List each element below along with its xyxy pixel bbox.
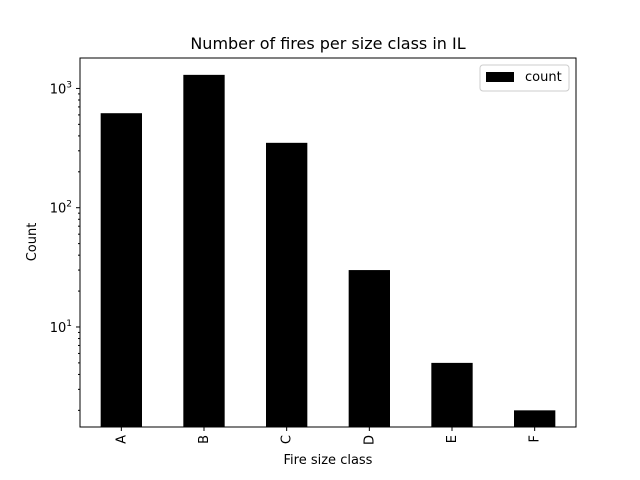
legend-label: count — [525, 70, 562, 85]
bar-B — [183, 74, 225, 428]
bar-D — [348, 270, 390, 427]
x-tick-label-C: C — [280, 435, 295, 444]
bars-group — [100, 74, 556, 428]
y-tick-label-1000: 103 — [50, 80, 72, 97]
y-ticks-group: 101 102 103 — [50, 80, 80, 411]
x-ticks-group: A B C D E F — [114, 427, 543, 445]
y-tick-label-10: 101 — [50, 319, 72, 336]
x-tick-label-E: E — [445, 435, 460, 443]
x-tick-label-D: D — [362, 435, 377, 445]
legend-swatch — [486, 72, 514, 82]
bar-C — [266, 142, 308, 427]
bar-F — [514, 410, 556, 427]
legend: count — [479, 64, 570, 92]
bar-A — [100, 113, 142, 427]
x-tick-label-B: B — [197, 435, 212, 444]
x-axis-label: Fire size class — [284, 453, 373, 468]
x-tick-label-F: F — [528, 435, 543, 442]
chart-title: Number of fires per size class in IL — [190, 34, 465, 53]
y-axis-label: Count — [25, 223, 40, 262]
x-tick-label-A: A — [114, 435, 129, 444]
y-tick-label-100: 102 — [50, 200, 72, 217]
bar-E — [431, 362, 473, 427]
legend-box — [479, 64, 570, 92]
plot-frame — [79, 57, 577, 428]
